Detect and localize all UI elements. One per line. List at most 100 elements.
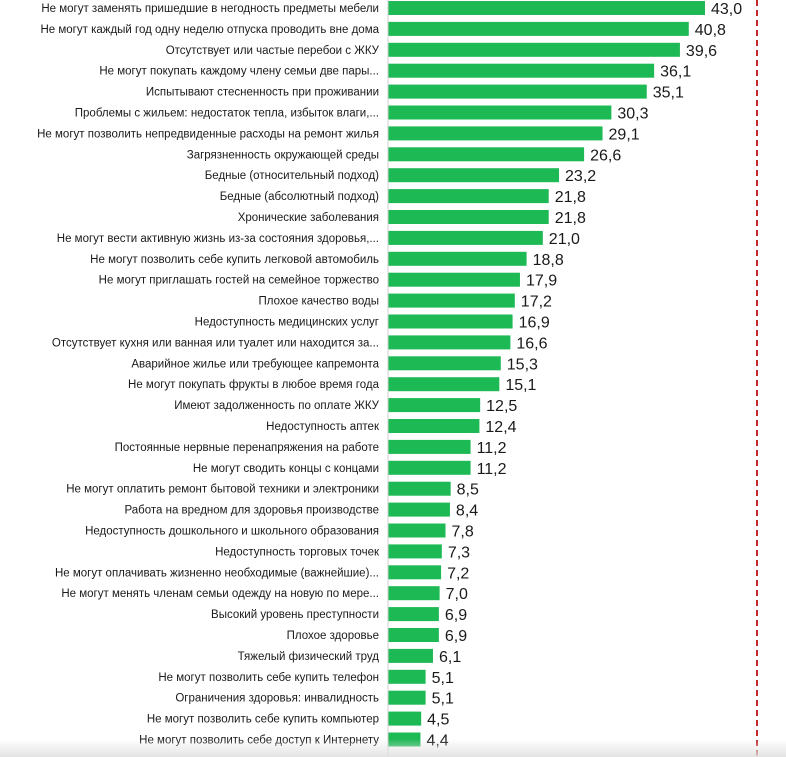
data-label: 4,5: [427, 712, 449, 729]
category-labels-layer: Не могут заменять пришедшие в негодность…: [37, 3, 380, 747]
bar: [388, 84, 647, 99]
bar: [388, 711, 422, 726]
bar: [388, 272, 520, 287]
category-label: Не могут приглашать гостей на семейное т…: [99, 275, 379, 287]
category-label: Не могут менять членам семьи одежду на н…: [61, 588, 379, 600]
bars-layer: [388, 1, 705, 747]
bar: [388, 419, 480, 433]
bar: [388, 669, 426, 684]
bar: [388, 21, 689, 36]
data-label: 29,1: [609, 126, 640, 143]
category-label: Не могут оплатить ремонт бытовой техники…: [66, 484, 379, 496]
category-label: Ограничения здоровья: инвалидность: [175, 693, 379, 705]
bar: [388, 293, 515, 308]
bar: [388, 126, 603, 141]
data-label: 7,0: [446, 586, 468, 603]
bar: [388, 168, 560, 183]
data-label: 15,3: [507, 356, 538, 373]
bar: [388, 648, 433, 663]
category-label: Не могут сводить концы с концами: [193, 463, 379, 475]
data-label: 8,5: [457, 482, 479, 499]
data-label: 7,8: [452, 524, 474, 541]
category-label: Аварийное жилье или требующее капремонта: [131, 358, 379, 370]
data-label: 7,2: [447, 565, 469, 582]
category-label: Не могут позволить себе купить телефон: [158, 672, 379, 684]
category-label: Работа на вредном для здоровья производс…: [124, 505, 379, 517]
data-label: 40,8: [695, 22, 726, 39]
bar: [388, 314, 513, 329]
category-label: Недоступность торговых точек: [215, 546, 380, 558]
category-label: Не могут покупать каждому члену семьи дв…: [99, 66, 379, 78]
data-label: 11,2: [477, 440, 507, 457]
category-label: Испытывают стесненность при проживании: [146, 87, 379, 99]
data-label: 7,3: [448, 544, 470, 561]
data-label: 18,8: [533, 252, 564, 269]
data-label: 21,8: [555, 210, 586, 227]
category-label: Плохое здоровье: [287, 630, 379, 642]
bar: [388, 210, 549, 224]
data-label: 11,2: [477, 461, 507, 478]
value-labels-layer: 43,0 40,8 39,6 36,1 35,1 30,3 29,1 26,6 23,2 21,8…: [426, 1, 742, 750]
data-label: 6,9: [445, 607, 467, 624]
data-label: 17,2: [521, 294, 552, 311]
bar: [388, 460, 471, 475]
category-label: Не могут позволить непредвиденные расход…: [37, 128, 379, 140]
bar: [388, 544, 442, 559]
bar: [388, 439, 471, 454]
category-label: Недоступность дошкольного и школьного об…: [85, 526, 379, 538]
bar: [388, 377, 500, 392]
category-label: Не могут каждый год одну неделю отпуска …: [40, 24, 379, 36]
bottom-fade: [0, 739, 786, 757]
category-label: Проблемы с жильем: недостаток тепла, изб…: [75, 108, 379, 120]
data-label: 23,2: [565, 168, 596, 185]
data-label: 15,1: [505, 377, 536, 394]
bar: [388, 147, 585, 162]
data-label: 43,0: [711, 1, 742, 18]
category-label: Отсутствует или частые перебои с ЖКУ: [166, 45, 380, 57]
bar: [388, 42, 680, 57]
category-label: Имеют задолженность по оплате ЖКУ: [174, 400, 379, 412]
category-label: Хронические заболевания: [238, 212, 379, 224]
category-label: Не могут позволить себе купить легковой …: [90, 254, 379, 266]
data-label: 16,6: [516, 335, 547, 352]
bar: [388, 607, 439, 622]
data-label: 26,6: [590, 147, 621, 164]
data-label: 5,1: [432, 691, 454, 708]
bar: [388, 481, 451, 496]
category-label: Бедные (абсолютный подход): [220, 191, 379, 203]
data-label: 6,9: [445, 628, 467, 645]
bar: [388, 63, 655, 78]
data-label: 36,1: [660, 64, 691, 81]
data-label: 16,9: [519, 315, 550, 332]
category-label: Бедные (относительный подход): [205, 170, 379, 182]
bar: [388, 586, 440, 601]
category-label: Недоступность аптек: [266, 421, 380, 433]
bar: [388, 335, 511, 350]
category-label: Высокий уровень преступности: [211, 609, 379, 621]
data-label: 6,1: [439, 649, 461, 666]
data-label: 30,3: [617, 106, 648, 123]
category-label: Не могут заменять пришедшие в негодность…: [41, 3, 379, 15]
category-label: Плохое качество воды: [259, 296, 379, 308]
category-label: Не могут вести активную жизнь из-за сост…: [57, 233, 379, 245]
category-label: Не могут оплачивать жизненно необходимые…: [55, 567, 379, 579]
bar: [388, 251, 527, 266]
bar: [388, 565, 442, 580]
data-label: 12,5: [486, 398, 517, 415]
bar: [388, 628, 439, 642]
category-label: Загрязненность окружающей среды: [187, 149, 379, 161]
bar: [388, 1, 705, 15]
bar: [388, 105, 612, 120]
data-label: 39,6: [686, 43, 717, 60]
data-label: 17,9: [526, 273, 557, 290]
category-label: Недоступность медицинских услуг: [195, 317, 379, 329]
bar: [388, 523, 446, 538]
bar: [388, 189, 549, 204]
bar: [388, 398, 481, 413]
bar: [388, 356, 501, 371]
data-label: 21,0: [549, 231, 580, 248]
category-label: Не могут позволить себе купить компьютер: [147, 714, 379, 726]
category-label: Отсутствует кухня или ванная или туалет …: [52, 337, 379, 349]
